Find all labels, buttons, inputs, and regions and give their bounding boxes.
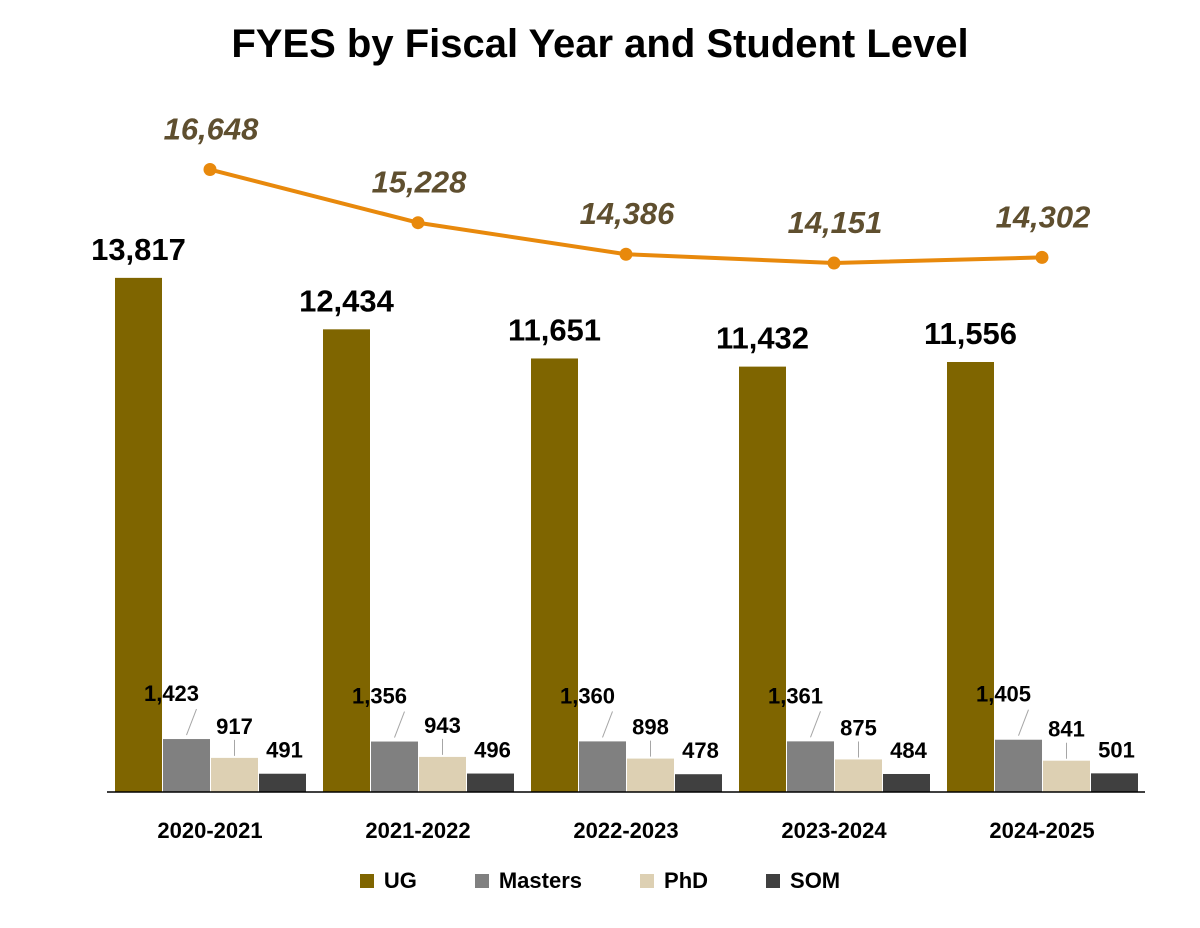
x-tick-label: 2022-2023 bbox=[573, 818, 678, 843]
bar-phd-2021-2022 bbox=[419, 756, 466, 792]
bar-phd-2020-2021 bbox=[211, 757, 258, 792]
bar-phd-2022-2023 bbox=[627, 758, 674, 792]
total-point bbox=[619, 247, 633, 261]
data-label-ug: 13,817 bbox=[91, 232, 186, 267]
x-tick-labels: 2020-2021 2021-2022 2022-2023 2023-2024 2024… bbox=[157, 818, 1094, 843]
data-label-masters: 1,361 bbox=[768, 683, 823, 708]
bar-som-2020-2021 bbox=[259, 773, 306, 792]
chart-title: FYES by Fiscal Year and Student Level bbox=[231, 22, 969, 66]
data-label-som: 491 bbox=[266, 738, 303, 763]
data-label-som: 478 bbox=[682, 738, 719, 763]
total-point bbox=[411, 216, 425, 230]
bar-phd-2024-2025 bbox=[1043, 760, 1090, 792]
total-label: 15,228 bbox=[372, 165, 468, 200]
total-point bbox=[1035, 250, 1049, 264]
leader-line bbox=[186, 708, 197, 736]
leader-line bbox=[394, 711, 405, 738]
data-label-ug: 12,434 bbox=[299, 283, 395, 318]
x-tick-label: 2021-2022 bbox=[365, 818, 470, 843]
legend-item-masters: Masters bbox=[474, 868, 583, 894]
data-label-masters: 1,360 bbox=[560, 683, 615, 708]
leader-line bbox=[1018, 709, 1029, 736]
total-label: 14,386 bbox=[580, 196, 676, 231]
data-label-phd: 875 bbox=[840, 715, 877, 740]
bar-phd-2023-2024 bbox=[835, 759, 882, 792]
total-point bbox=[827, 256, 841, 270]
total-label: 14,302 bbox=[996, 199, 1091, 234]
legend-label: PhD bbox=[664, 868, 709, 893]
bar-som-2022-2023 bbox=[675, 774, 722, 792]
legend-label: SOM bbox=[790, 868, 841, 893]
data-label-ug: 11,556 bbox=[924, 316, 1017, 351]
data-label-phd: 943 bbox=[424, 713, 461, 738]
leader-line bbox=[602, 711, 613, 738]
x-tick-label: 2020-2021 bbox=[157, 818, 262, 843]
legend-label: UG bbox=[383, 868, 417, 893]
legend-item-ug: UG bbox=[359, 868, 417, 894]
bar-masters-2023-2024 bbox=[787, 741, 834, 792]
total-line-layer: 16,648 15,228 14,386 14,151 14,302 bbox=[164, 112, 1091, 270]
total-label: 14,151 bbox=[788, 205, 883, 240]
data-label-som: 484 bbox=[890, 738, 927, 763]
legend-swatch bbox=[640, 874, 655, 888]
x-tick-label: 2024-2025 bbox=[989, 818, 1094, 843]
data-label-ug: 11,432 bbox=[716, 321, 809, 356]
data-label-phd: 898 bbox=[632, 715, 669, 740]
bar-ug-2021-2022 bbox=[323, 329, 370, 792]
bars-layer: 13,817 12,434 11,651 11,432 11,556 1,423 1,356… bbox=[91, 232, 1138, 793]
bar-som-2023-2024 bbox=[883, 773, 930, 792]
legend-item-som: SOM bbox=[766, 868, 840, 894]
legend-label: Masters bbox=[498, 868, 583, 893]
data-label-som: 501 bbox=[1098, 737, 1135, 762]
bar-masters-2024-2025 bbox=[995, 739, 1042, 792]
bar-ug-2022-2023 bbox=[531, 358, 578, 792]
total-label: 16,648 bbox=[164, 112, 260, 147]
legend-swatch bbox=[766, 874, 781, 888]
x-tick-label: 2023-2024 bbox=[781, 818, 887, 843]
data-label-masters: 1,356 bbox=[352, 684, 407, 709]
bar-masters-2022-2023 bbox=[579, 741, 626, 792]
total-point bbox=[203, 163, 217, 177]
bar-som-2024-2025 bbox=[1091, 773, 1138, 792]
leader-line bbox=[810, 711, 821, 738]
bar-ug-2024-2025 bbox=[947, 362, 994, 792]
data-label-phd: 917 bbox=[216, 714, 253, 739]
bar-masters-2020-2021 bbox=[163, 739, 210, 792]
legend-item-phd: PhD bbox=[640, 868, 708, 894]
data-label-som: 496 bbox=[474, 738, 511, 763]
bar-masters-2021-2022 bbox=[371, 741, 418, 792]
data-label-masters: 1,405 bbox=[976, 682, 1031, 707]
data-label-ug: 11,651 bbox=[508, 312, 601, 347]
data-label-phd: 841 bbox=[1048, 717, 1085, 742]
legend-swatch bbox=[359, 874, 374, 888]
data-label-masters: 1,423 bbox=[144, 681, 199, 706]
bar-ug-2020-2021 bbox=[115, 277, 162, 793]
legend-swatch bbox=[474, 874, 489, 888]
bar-som-2021-2022 bbox=[467, 773, 514, 792]
bar-ug-2023-2024 bbox=[739, 366, 786, 792]
legend: UG Masters PhD SOM bbox=[0, 868, 1200, 894]
